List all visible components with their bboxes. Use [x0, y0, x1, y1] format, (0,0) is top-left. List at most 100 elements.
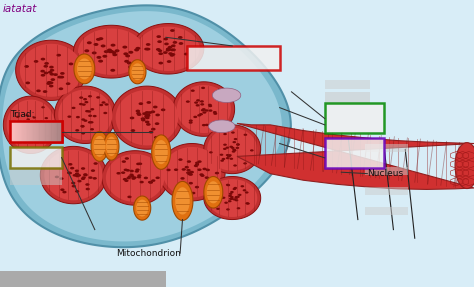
- Polygon shape: [136, 200, 148, 216]
- Circle shape: [24, 65, 29, 68]
- Circle shape: [149, 131, 154, 133]
- Circle shape: [79, 96, 83, 99]
- Circle shape: [108, 50, 113, 53]
- Circle shape: [122, 46, 128, 49]
- Circle shape: [131, 129, 135, 132]
- Circle shape: [197, 114, 201, 117]
- Circle shape: [219, 154, 223, 156]
- Circle shape: [197, 168, 201, 171]
- Circle shape: [136, 47, 140, 50]
- Polygon shape: [209, 120, 235, 133]
- Circle shape: [234, 138, 237, 140]
- Circle shape: [250, 149, 254, 152]
- Circle shape: [96, 38, 101, 41]
- Circle shape: [83, 119, 87, 122]
- Circle shape: [214, 92, 218, 94]
- Circle shape: [83, 174, 88, 177]
- Circle shape: [104, 103, 109, 106]
- Circle shape: [189, 173, 193, 176]
- Circle shape: [75, 190, 79, 193]
- Circle shape: [246, 202, 249, 204]
- Circle shape: [205, 109, 209, 112]
- Circle shape: [191, 192, 195, 194]
- Circle shape: [136, 112, 141, 115]
- Circle shape: [186, 171, 191, 174]
- Circle shape: [81, 177, 85, 180]
- Circle shape: [216, 208, 220, 210]
- Circle shape: [223, 144, 227, 146]
- Polygon shape: [58, 90, 112, 140]
- Circle shape: [187, 173, 191, 175]
- Polygon shape: [172, 181, 193, 220]
- Circle shape: [205, 124, 209, 126]
- Circle shape: [90, 121, 93, 123]
- Circle shape: [84, 49, 89, 52]
- Circle shape: [62, 191, 66, 193]
- Circle shape: [36, 90, 41, 92]
- Circle shape: [154, 136, 158, 139]
- Circle shape: [55, 176, 59, 178]
- Circle shape: [73, 174, 77, 177]
- Circle shape: [59, 177, 64, 180]
- Circle shape: [153, 106, 157, 108]
- Polygon shape: [207, 181, 220, 203]
- Circle shape: [233, 187, 237, 189]
- FancyBboxPatch shape: [187, 46, 280, 70]
- Circle shape: [220, 160, 224, 162]
- Circle shape: [145, 111, 149, 114]
- Polygon shape: [116, 90, 178, 146]
- Circle shape: [16, 116, 19, 118]
- Circle shape: [227, 155, 231, 158]
- Circle shape: [161, 108, 165, 111]
- Circle shape: [229, 193, 233, 195]
- Circle shape: [99, 37, 103, 40]
- Circle shape: [15, 121, 19, 123]
- Polygon shape: [93, 136, 106, 157]
- Circle shape: [130, 175, 135, 178]
- Ellipse shape: [126, 102, 168, 133]
- Circle shape: [117, 172, 121, 174]
- Circle shape: [111, 51, 117, 54]
- Circle shape: [109, 50, 114, 53]
- Circle shape: [149, 181, 153, 184]
- Text: iatatat: iatatat: [2, 4, 37, 14]
- Circle shape: [123, 52, 128, 55]
- Circle shape: [190, 171, 194, 173]
- Circle shape: [205, 176, 209, 179]
- Circle shape: [243, 189, 246, 191]
- Polygon shape: [77, 59, 91, 79]
- Circle shape: [26, 114, 29, 117]
- Circle shape: [28, 128, 31, 131]
- Circle shape: [136, 110, 140, 113]
- Circle shape: [97, 56, 101, 59]
- Circle shape: [228, 200, 232, 202]
- Circle shape: [171, 49, 176, 51]
- Circle shape: [151, 128, 155, 131]
- Circle shape: [115, 49, 119, 52]
- Circle shape: [158, 52, 163, 55]
- Polygon shape: [204, 177, 223, 208]
- Circle shape: [27, 121, 30, 124]
- Circle shape: [48, 71, 53, 74]
- Polygon shape: [106, 137, 117, 156]
- FancyBboxPatch shape: [10, 147, 62, 168]
- Circle shape: [226, 208, 230, 211]
- Polygon shape: [159, 144, 225, 201]
- Circle shape: [228, 154, 232, 156]
- Circle shape: [75, 172, 79, 175]
- Circle shape: [195, 186, 199, 188]
- Circle shape: [226, 154, 229, 156]
- Circle shape: [107, 49, 112, 51]
- Circle shape: [29, 124, 33, 126]
- Circle shape: [238, 194, 242, 196]
- Circle shape: [144, 48, 149, 51]
- Circle shape: [125, 55, 130, 57]
- Circle shape: [188, 171, 192, 174]
- Circle shape: [88, 176, 92, 179]
- Polygon shape: [104, 133, 119, 160]
- Circle shape: [44, 62, 49, 65]
- Circle shape: [227, 184, 230, 186]
- Circle shape: [223, 148, 227, 150]
- Circle shape: [178, 36, 182, 39]
- Circle shape: [27, 118, 30, 121]
